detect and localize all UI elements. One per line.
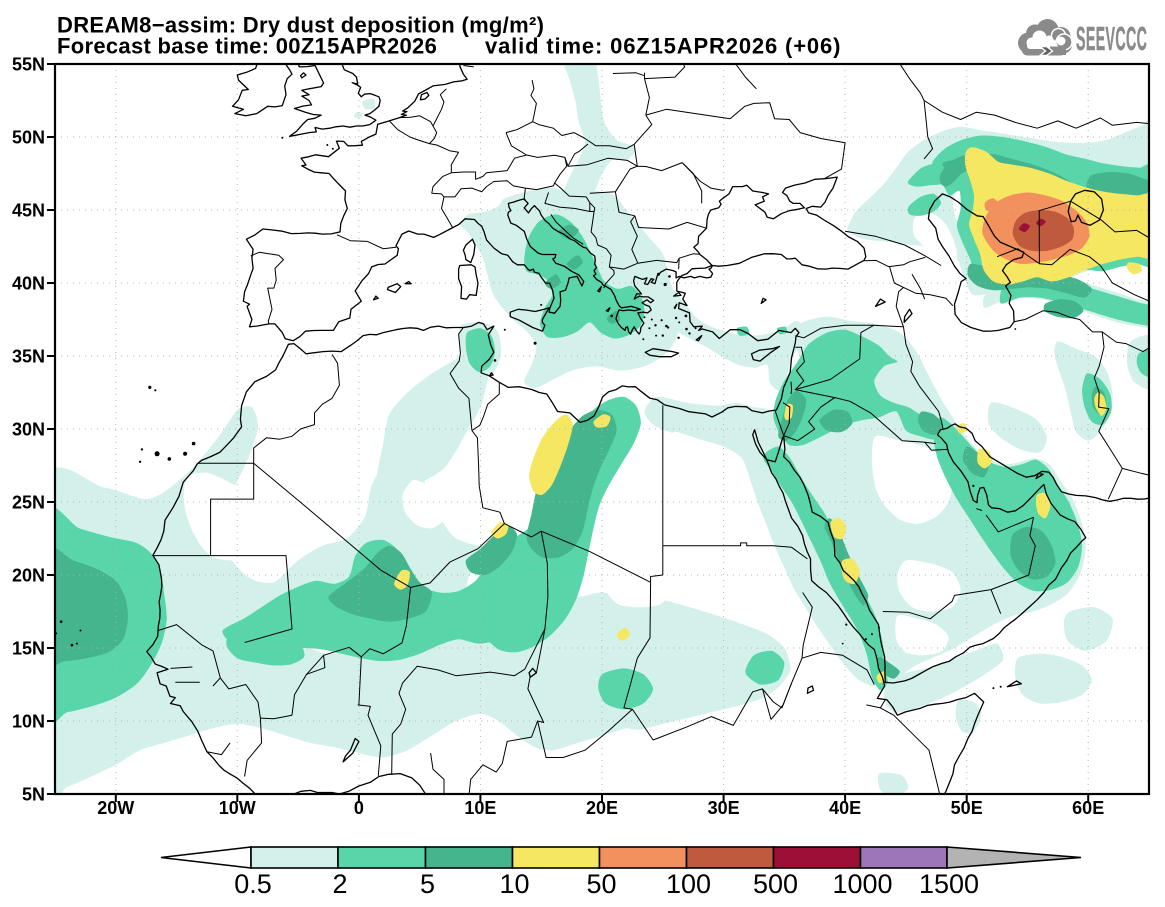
svg-text:0.5: 0.5 (234, 869, 272, 899)
svg-text:50: 50 (586, 869, 616, 899)
svg-text:1000: 1000 (832, 869, 892, 899)
svg-text:valid time: 06Z15APR2026 (+06): valid time: 06Z15APR2026 (+06) (485, 34, 841, 59)
svg-text:10: 10 (499, 869, 529, 899)
svg-text:0: 0 (354, 798, 364, 818)
svg-text:20E: 20E (586, 798, 618, 818)
svg-text:25N: 25N (12, 493, 45, 513)
svg-text:30E: 30E (708, 798, 740, 818)
svg-text:SEEVCCC: SEEVCCC (1076, 21, 1147, 57)
svg-text:60E: 60E (1072, 798, 1104, 818)
svg-text:500: 500 (753, 869, 798, 899)
svg-text:50N: 50N (12, 128, 45, 148)
svg-text:20N: 20N (12, 566, 45, 586)
svg-text:100: 100 (666, 869, 711, 899)
svg-text:10W: 10W (219, 798, 256, 818)
svg-text:35N: 35N (12, 347, 45, 367)
svg-text:2: 2 (332, 869, 347, 899)
svg-text:40N: 40N (12, 274, 45, 294)
svg-text:10E: 10E (464, 798, 496, 818)
svg-text:5: 5 (420, 869, 435, 899)
svg-text:55N: 55N (12, 55, 45, 75)
svg-text:20W: 20W (97, 798, 134, 818)
svg-text:1500: 1500 (919, 869, 979, 899)
svg-text:5N: 5N (22, 785, 45, 805)
svg-text:50E: 50E (951, 798, 983, 818)
svg-text:15N: 15N (12, 639, 45, 659)
svg-text:Forecast base time: 00Z15APR20: Forecast base time: 00Z15APR2026 (57, 34, 437, 59)
svg-text:30N: 30N (12, 420, 45, 440)
svg-text:40E: 40E (829, 798, 861, 818)
svg-text:10N: 10N (12, 712, 45, 732)
svg-text:DREAM8−assim: Dry dust deposit: DREAM8−assim: Dry dust deposition (mg/m²… (57, 13, 544, 38)
svg-text:45N: 45N (12, 201, 45, 221)
